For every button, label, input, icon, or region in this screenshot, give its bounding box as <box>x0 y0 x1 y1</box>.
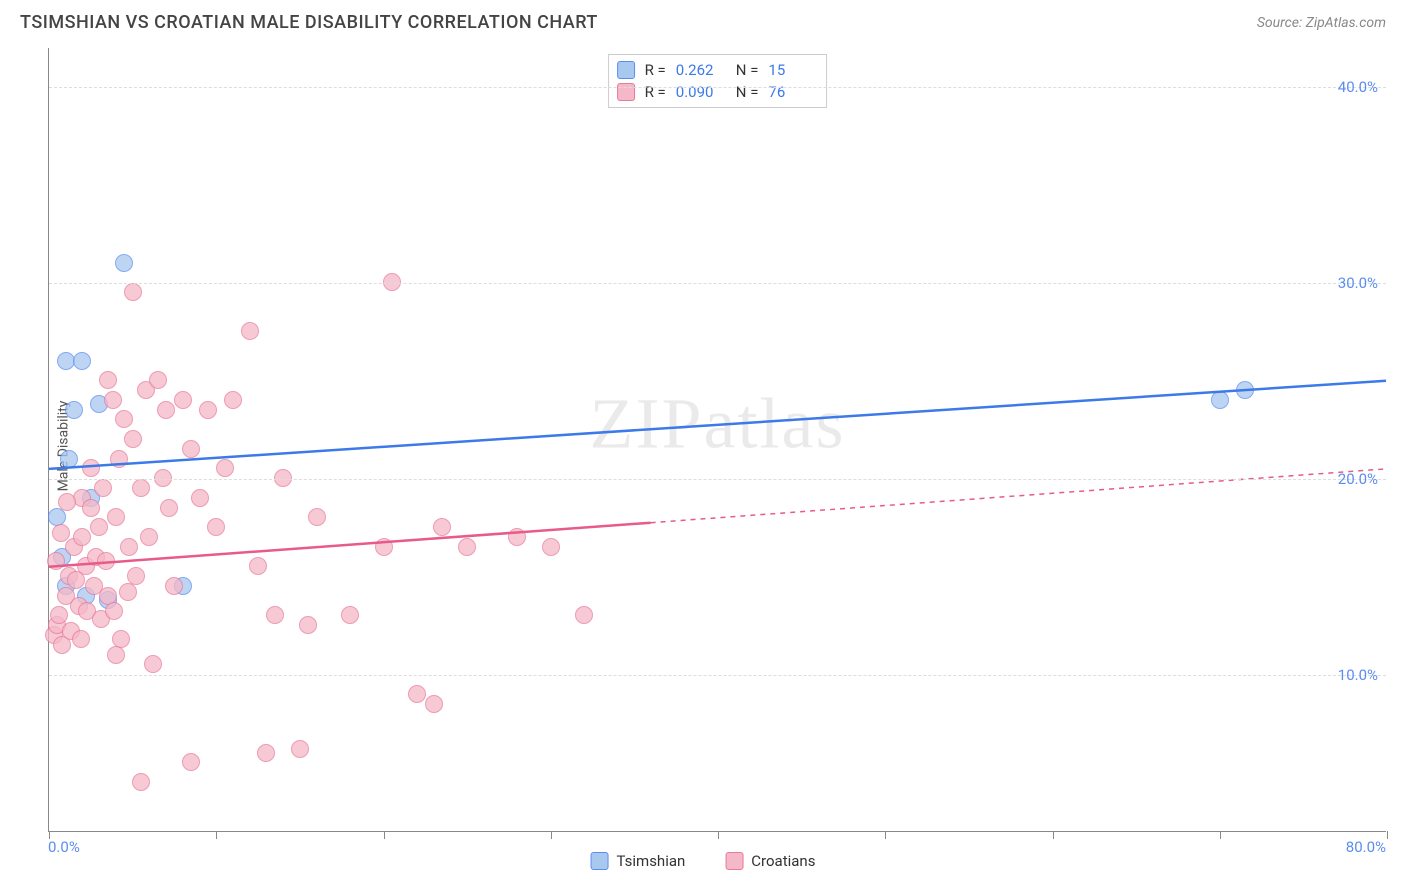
legend-label: Croatians <box>751 852 815 870</box>
trend-line <box>49 523 651 567</box>
x-tick <box>1387 831 1388 839</box>
legend-label: Tsimshian <box>617 852 686 870</box>
trend-line-extrapolated <box>651 469 1386 523</box>
chart-plot-area: ZIPatlas R = 0.262 N = 15 R = 0.090 N = … <box>48 48 1386 832</box>
legend-swatch <box>725 852 743 870</box>
n-value: 76 <box>768 83 818 101</box>
y-tick-label: 40.0% <box>1338 78 1378 96</box>
series-swatch <box>617 83 635 101</box>
r-value: 0.262 <box>676 61 726 79</box>
legend-swatch <box>591 852 609 870</box>
n-label: N = <box>736 83 759 101</box>
r-label: R = <box>645 83 666 101</box>
x-axis-max-label: 80.0% <box>1346 838 1386 856</box>
x-tick <box>216 831 217 839</box>
y-tick-label: 10.0% <box>1338 666 1378 684</box>
legend-item: Croatians <box>725 852 815 870</box>
gridline <box>49 479 1386 480</box>
stats-legend-box: R = 0.262 N = 15 R = 0.090 N = 76 <box>608 54 828 108</box>
x-tick <box>885 831 886 839</box>
gridline <box>49 87 1386 88</box>
x-axis-min-label: 0.0% <box>48 838 80 856</box>
y-tick-label: 20.0% <box>1338 470 1378 488</box>
stats-row: R = 0.090 N = 76 <box>617 81 819 103</box>
gridline <box>49 283 1386 284</box>
gridline <box>49 675 1386 676</box>
x-tick <box>718 831 719 839</box>
x-tick <box>1053 831 1054 839</box>
x-tick <box>1220 831 1221 839</box>
x-tick <box>551 831 552 839</box>
r-value: 0.090 <box>676 83 726 101</box>
chart-title: TSIMSHIAN VS CROATIAN MALE DISABILITY CO… <box>20 12 598 33</box>
stats-row: R = 0.262 N = 15 <box>617 59 819 81</box>
n-value: 15 <box>768 61 818 79</box>
r-label: R = <box>645 61 666 79</box>
series-legend: Tsimshian Croatians <box>591 852 816 870</box>
trend-line <box>49 381 1386 469</box>
x-tick <box>384 831 385 839</box>
n-label: N = <box>736 61 759 79</box>
source-attribution: Source: ZipAtlas.com <box>1257 15 1386 31</box>
y-tick-label: 30.0% <box>1338 274 1378 292</box>
series-swatch <box>617 61 635 79</box>
legend-item: Tsimshian <box>591 852 686 870</box>
